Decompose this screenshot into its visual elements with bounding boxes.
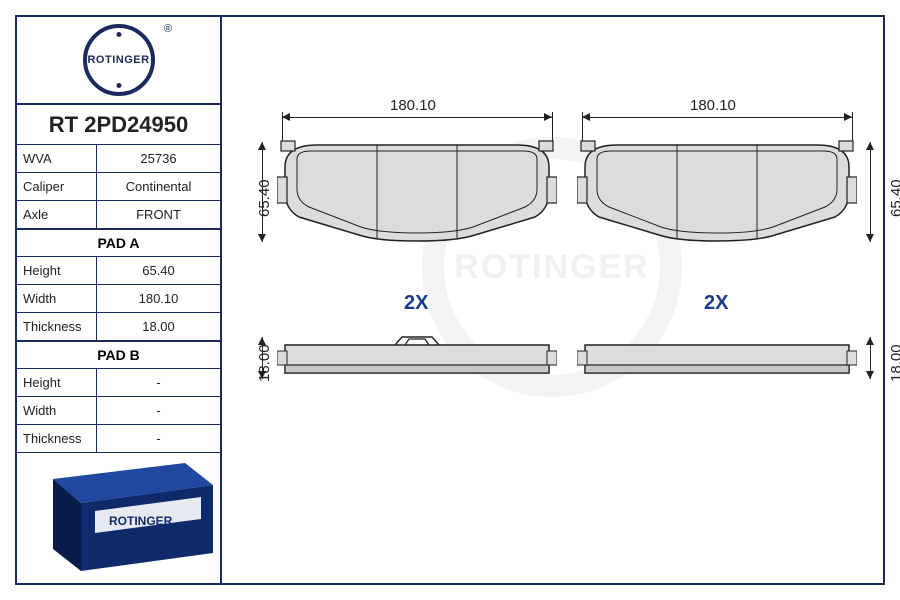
pad-front-view-1 (277, 137, 557, 247)
pad-a-key: Thickness (17, 313, 97, 340)
spec-row: WVA25736 (17, 145, 220, 173)
thickness-dimension-line-right (870, 337, 871, 379)
pad-side-view-1 (277, 335, 557, 383)
product-box-illustration: ROTINGER (17, 453, 220, 583)
width-dimension-1: 180.10 (390, 97, 436, 114)
left-panel: ROTINGER ® RT 2PD24950 WVA25736CaliperCo… (17, 17, 222, 583)
thickness-dimension-left: 18.00 (256, 344, 273, 382)
pad-b-row: Height- (17, 369, 220, 397)
pad-b-header: PAD B (17, 341, 220, 369)
brand-name: ROTINGER (87, 54, 149, 66)
pad-a-table: Height65.40Width180.10Thickness18.00 (17, 257, 220, 341)
pad-b-row: Width- (17, 397, 220, 425)
thickness-dimension-right: 18.00 (888, 344, 900, 382)
spec-value: Continental (97, 173, 220, 200)
pad-a-row: Width180.10 (17, 285, 220, 313)
pad-a-value: 18.00 (97, 313, 220, 340)
width-dimension-line-1 (282, 117, 552, 118)
specs-table: WVA25736CaliperContinentalAxleFRONT (17, 145, 220, 229)
height-dimension-line-right (870, 142, 871, 242)
pad-front-view-2 (577, 137, 857, 247)
pad-b-value: - (97, 397, 220, 424)
logo-cell: ROTINGER ® (17, 17, 220, 105)
spec-value: FRONT (97, 201, 220, 228)
pad-a-row: Height65.40 (17, 257, 220, 285)
spec-key: WVA (17, 145, 97, 172)
pad-a-key: Width (17, 285, 97, 312)
registered-mark: ® (164, 23, 172, 35)
part-number: RT 2PD24950 (17, 105, 220, 145)
pad-b-value: - (97, 369, 220, 396)
brand-logo: ROTINGER (83, 24, 155, 96)
pad-a-value: 180.10 (97, 285, 220, 312)
box-3d-icon: ROTINGER (25, 445, 213, 575)
pad-a-value: 65.40 (97, 257, 220, 284)
height-dimension-right: 65.40 (888, 179, 900, 217)
spec-key: Axle (17, 201, 97, 228)
box-brand-label: ROTINGER (109, 514, 173, 528)
width-dimension-2: 180.10 (690, 97, 736, 114)
spec-row: CaliperContinental (17, 173, 220, 201)
pad-side-view-2 (577, 335, 857, 383)
height-dimension-left: 65.40 (256, 179, 273, 217)
technical-drawing-panel: ROTINGER 180.10 180.10 65.40 65.40 (222, 17, 883, 583)
pad-b-key: Width (17, 397, 97, 424)
pad-a-row: Thickness18.00 (17, 313, 220, 341)
spec-value: 25736 (97, 145, 220, 172)
spec-row: AxleFRONT (17, 201, 220, 229)
quantity-label-2: 2X (704, 292, 728, 315)
pad-a-key: Height (17, 257, 97, 284)
width-dimension-line-2 (582, 117, 852, 118)
spec-key: Caliper (17, 173, 97, 200)
pad-b-key: Height (17, 369, 97, 396)
quantity-label-1: 2X (404, 292, 428, 315)
product-spec-frame: ROTINGER ® RT 2PD24950 WVA25736CaliperCo… (15, 15, 885, 585)
pad-a-header: PAD A (17, 229, 220, 257)
pad-b-table: Height-Width-Thickness- (17, 369, 220, 453)
